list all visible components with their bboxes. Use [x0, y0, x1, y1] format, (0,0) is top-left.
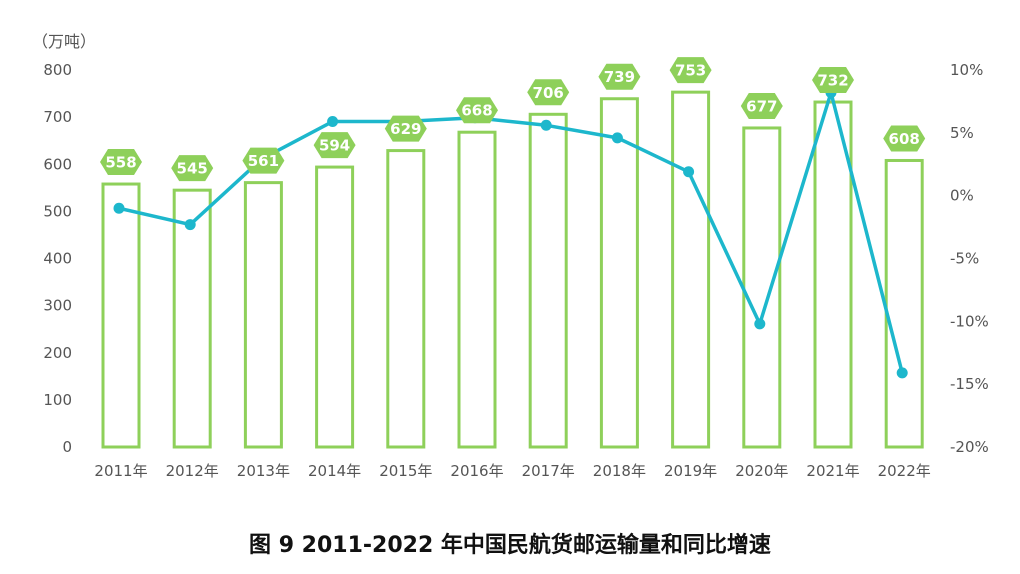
left-tick-label: 700: [43, 108, 72, 126]
right-tick-label: -5%: [950, 250, 979, 268]
x-axis-ticks: 2011年 2012年 2013年 2014年 2015年 2016年 2017年 2018年…: [94, 462, 930, 480]
x-tick-label: 2015年: [379, 462, 432, 480]
data-label-badge: [100, 149, 142, 176]
data-labels: 558 545 561 594 629 668 706 739 753 677 732 608: [100, 57, 926, 182]
bar: [457, 130, 497, 449]
x-tick-label: 2021年: [806, 462, 859, 480]
right-tick-label: 10%: [950, 61, 983, 79]
data-label-badge: [883, 125, 926, 152]
left-tick-label: 100: [43, 391, 72, 409]
data-label-badge: [740, 92, 783, 119]
left-tick-label: 0: [62, 438, 72, 456]
bar: [671, 90, 711, 449]
chart-title: 图 9 2011-2022 年中国民航货邮运输量和同比增速: [249, 532, 771, 558]
data-label: 561: [248, 152, 279, 170]
line-point: [896, 367, 908, 379]
x-tick-label: 2016年: [450, 462, 503, 480]
bar: [813, 100, 853, 449]
line-point: [540, 119, 552, 131]
bar: [599, 97, 639, 449]
right-tick-label: -20%: [950, 438, 989, 456]
left-tick-label: 200: [43, 344, 72, 362]
x-tick-label: 2012年: [166, 462, 219, 480]
line-point: [327, 116, 339, 128]
data-label: 677: [746, 97, 777, 115]
data-label-badge: [242, 147, 285, 174]
x-tick-label: 2020年: [735, 462, 788, 480]
data-label: 629: [390, 120, 421, 138]
line-series: [113, 87, 908, 379]
left-axis-ticks: 0 100 200 300 400 500 600 700 800: [43, 61, 72, 456]
data-label-badge: [313, 132, 356, 159]
bar: [172, 188, 212, 449]
bar: [742, 126, 782, 449]
data-label-badge: [456, 97, 498, 124]
data-label: 668: [461, 102, 492, 120]
bar: [101, 182, 141, 449]
bar: [528, 112, 568, 449]
bar: [884, 158, 924, 449]
data-label: 739: [604, 68, 635, 86]
x-tick-label: 2018年: [593, 462, 646, 480]
data-label-badge: [812, 67, 854, 94]
x-tick-label: 2013年: [237, 462, 290, 480]
line-point: [184, 219, 196, 231]
x-tick-label: 2011年: [94, 462, 147, 480]
left-tick-label: 500: [43, 202, 72, 220]
data-label: 732: [817, 72, 848, 90]
data-label-badge: [598, 63, 641, 90]
left-tick-label: 300: [43, 297, 72, 315]
line-point: [611, 132, 623, 144]
x-tick-label: 2022年: [878, 462, 931, 480]
right-tick-label: 5%: [950, 124, 974, 142]
data-label-badge: [171, 155, 214, 182]
data-label-badge: [669, 57, 712, 84]
data-label: 558: [105, 154, 136, 172]
right-axis-ticks: -20% -15% -10% -5% 0% 5% 10%: [950, 61, 989, 456]
y-axis-unit-label: （万吨）: [32, 32, 96, 51]
left-tick-label: 400: [43, 250, 72, 268]
left-tick-label: 600: [43, 155, 72, 173]
data-label: 753: [675, 62, 706, 80]
bar: [243, 181, 283, 449]
right-tick-label: -15%: [950, 375, 989, 393]
x-tick-label: 2017年: [522, 462, 575, 480]
data-label: 706: [533, 84, 564, 102]
line-point: [754, 318, 766, 330]
left-tick-label: 800: [43, 61, 72, 79]
x-tick-label: 2014年: [308, 462, 361, 480]
bar: [386, 149, 426, 449]
bar-series: [101, 90, 924, 449]
bar: [315, 165, 355, 449]
line-point: [113, 202, 125, 214]
data-label: 594: [319, 137, 350, 155]
data-label: 608: [889, 130, 920, 148]
line-point: [683, 166, 695, 178]
data-label-badge: [384, 115, 427, 142]
growth-line: [118, 90, 904, 374]
x-tick-label: 2019年: [664, 462, 717, 480]
data-label: 545: [177, 160, 208, 178]
right-tick-label: 0%: [950, 187, 974, 205]
right-tick-label: -10%: [950, 312, 989, 330]
data-label-badge: [527, 79, 570, 106]
